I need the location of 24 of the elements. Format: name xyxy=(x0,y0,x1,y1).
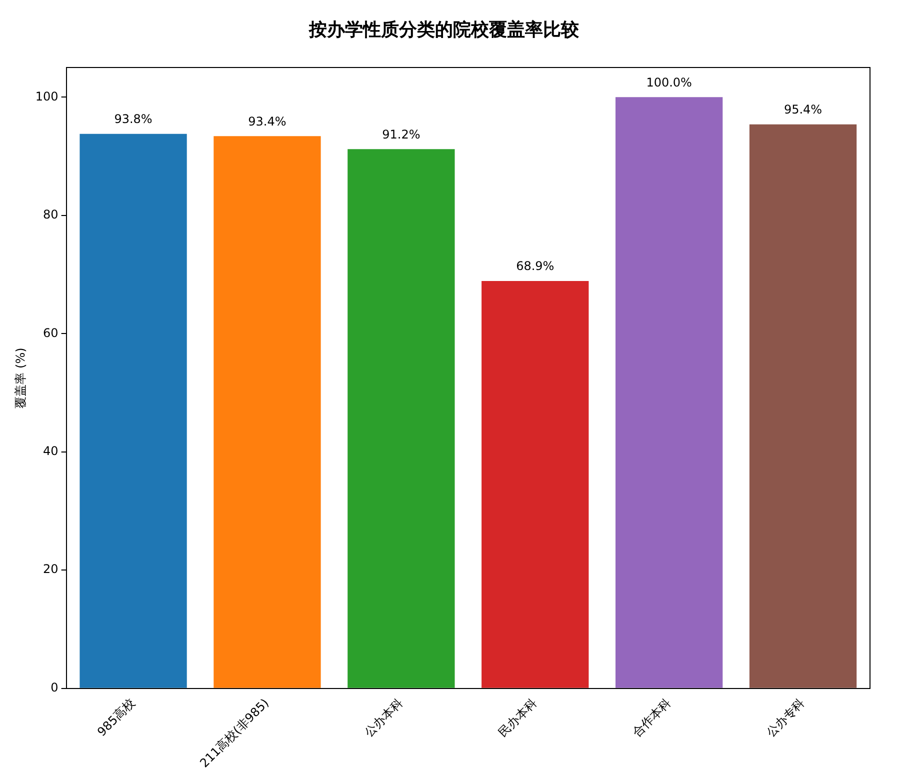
x-tick-label: 公办专科 xyxy=(764,696,808,740)
bar xyxy=(214,136,321,688)
y-tick-label: 40 xyxy=(43,444,58,458)
data-label: 93.4% xyxy=(248,114,286,128)
data-label: 91.2% xyxy=(382,127,420,142)
bar xyxy=(615,97,723,688)
y-tick-label: 80 xyxy=(43,208,58,222)
x-tick-label: 公办本科 xyxy=(362,696,406,740)
y-tick-label: 0 xyxy=(50,680,58,694)
y-tick-label: 20 xyxy=(43,562,58,576)
x-tick-label: 合作本科 xyxy=(630,696,674,740)
data-label: 68.9% xyxy=(516,259,554,274)
bar xyxy=(80,134,187,688)
x-tick-label: 民办本科 xyxy=(496,696,540,740)
data-label: 93.8% xyxy=(114,112,152,126)
bar xyxy=(749,124,857,688)
y-axis-title: 覆盖率 (%) xyxy=(13,348,28,408)
data-label: 95.4% xyxy=(784,102,822,116)
bar xyxy=(348,149,455,688)
y-tick-label: 100 xyxy=(35,89,58,104)
y-tick-label: 60 xyxy=(43,326,58,340)
data-label: 100.0% xyxy=(646,75,692,90)
bar xyxy=(482,281,589,688)
chart-title: 按办学性质分类的院校覆盖率比较 xyxy=(308,19,580,40)
